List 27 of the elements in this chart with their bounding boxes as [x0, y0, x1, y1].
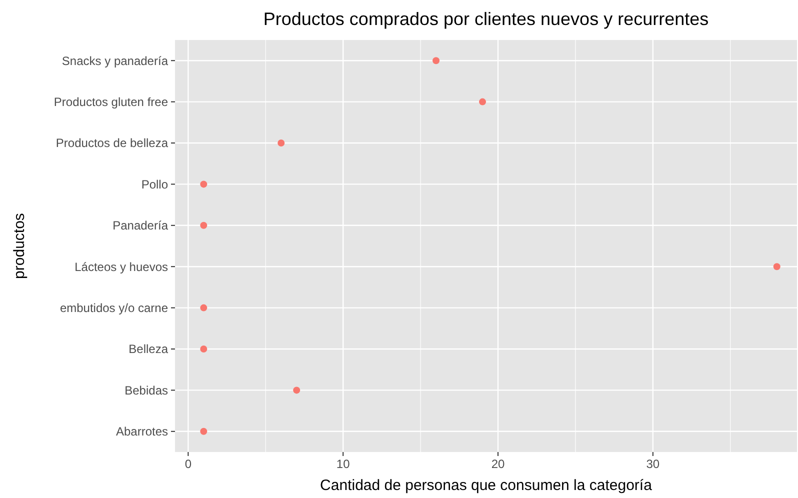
y-tick-label: Abarrotes: [116, 424, 168, 439]
point: [200, 222, 208, 229]
y-tick-label: Productos de belleza: [56, 136, 168, 150]
y-tick-label: Pollo: [141, 177, 168, 192]
x-tick-label: 0: [184, 457, 192, 471]
point: [200, 428, 208, 435]
point: [278, 140, 285, 146]
y-tick-label: Snacks y panadería: [62, 54, 168, 68]
point: [479, 98, 486, 106]
y-tick-label: Lácteos y huevos: [74, 260, 168, 274]
point: [200, 180, 208, 188]
x-tick-label: 20: [491, 457, 505, 471]
point: [773, 263, 780, 270]
y-axis-title: productos: [11, 213, 28, 279]
y-tick-label: Belleza: [128, 342, 168, 356]
x-axis-title: Cantidad de personas que consumen la categoría: [320, 477, 653, 494]
point: [200, 346, 208, 352]
x-tick-label: 10: [336, 457, 350, 471]
point: [432, 57, 440, 64]
point: [200, 304, 208, 312]
chart-title: Productos comprados por clientes nuevos y recurrentes: [263, 9, 709, 29]
y-tick-label: embutidos y/o carne: [60, 301, 168, 315]
y-tick-label: Panadería: [112, 218, 168, 233]
x-tick-label: 30: [646, 457, 660, 471]
y-tick-label: Bebidas: [124, 383, 168, 398]
y-tick-label: Productos gluten free: [54, 95, 168, 109]
point: [293, 386, 300, 394]
